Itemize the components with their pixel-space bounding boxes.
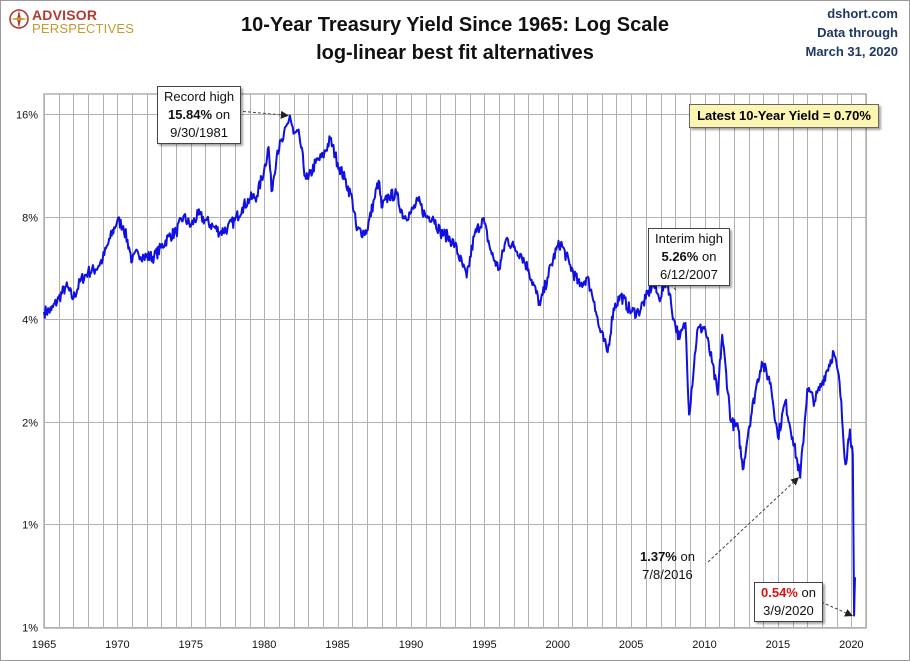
chart-title: 10-Year Treasury Yield Since 1965: Log S…: [240, 14, 670, 36]
x-tick-label: 1970: [105, 639, 129, 651]
low-2016-date: 7/8/2016: [642, 567, 693, 582]
annotation-arrow: [707, 477, 799, 563]
x-tick-label: 1975: [179, 639, 203, 651]
x-tick-label: 2015: [766, 639, 790, 651]
x-tick-label: 1965: [32, 639, 56, 651]
x-tick-label: 1990: [399, 639, 423, 651]
y-tick-label: 2%: [22, 418, 38, 430]
y-tick-label: 8%: [22, 213, 38, 225]
logo-text-top: ADVISOR: [32, 7, 98, 23]
y-tick-label: 4%: [22, 315, 38, 327]
x-tick-label: 2005: [619, 639, 643, 651]
interim-high-value-line: 5.26% on: [655, 248, 723, 266]
interim-high-date: 6/12/2007: [660, 267, 718, 282]
x-tick-label: 1995: [472, 639, 496, 651]
x-tick-label: 2010: [692, 639, 716, 651]
latest-yield-label: Latest 10-Year Yield = 0.70%: [689, 104, 879, 128]
low-2020-on: on: [797, 585, 816, 600]
x-tick-label: 2020: [839, 639, 863, 651]
low-2016-value-line: 1.37% on: [640, 548, 695, 566]
low-2016-on: on: [676, 549, 695, 564]
low-2020-value-line: 0.54% on: [761, 584, 816, 602]
low-2016-value: 1.37%: [640, 549, 677, 564]
interim-high-value: 5.26%: [661, 249, 699, 264]
low-2020-callout: 0.54% on 3/9/2020: [754, 582, 823, 622]
x-tick-label: 2000: [546, 639, 570, 651]
x-tick-label: 1980: [252, 639, 276, 651]
chart-subtitle: log-linear best fit alternatives: [316, 42, 594, 64]
interim-high-on: on: [698, 249, 717, 264]
record-high-date: 9/30/1981: [170, 125, 228, 140]
interim-high-callout: Interim high 5.26% on 6/12/2007: [648, 228, 730, 286]
interim-high-title: Interim high: [655, 231, 723, 246]
record-high-value: 15.84%: [167, 107, 213, 122]
low-2016-callout: 1.37% on 7/8/2016: [640, 548, 695, 584]
record-high-value-line: 15.84% on: [164, 106, 234, 124]
record-high-on: on: [212, 107, 231, 122]
data-through-date: March 31, 2020: [805, 44, 898, 59]
annotation-arrow: [237, 110, 289, 119]
logo-text-bottom: PERSPECTIVES: [32, 21, 135, 36]
low-2020-value: 0.54%: [761, 585, 798, 600]
yield-series-line: [43, 114, 856, 617]
record-high-title: Record high: [164, 89, 235, 104]
record-high-callout: Record high 15.84% on 9/30/1981: [157, 86, 242, 144]
y-tick-label: 16%: [16, 110, 38, 122]
advisor-perspectives-logo: ADVISOR PERSPECTIVES: [8, 6, 138, 36]
low-2020-date: 3/9/2020: [763, 603, 814, 618]
data-through-label: Data through: [817, 25, 898, 40]
compass-icon: [9, 9, 29, 29]
source-label: dshort.com: [827, 6, 898, 21]
axis-ticks: 1% 1% 2% 4% 8% 16% 1965 1970 1975 1980 1985 1990 199…: [16, 110, 864, 652]
y-tick-label: 1%: [22, 623, 38, 635]
y-tick-label: 1%: [22, 520, 38, 532]
grid-lines: [43, 93, 867, 629]
x-tick-label: 1985: [325, 639, 349, 651]
